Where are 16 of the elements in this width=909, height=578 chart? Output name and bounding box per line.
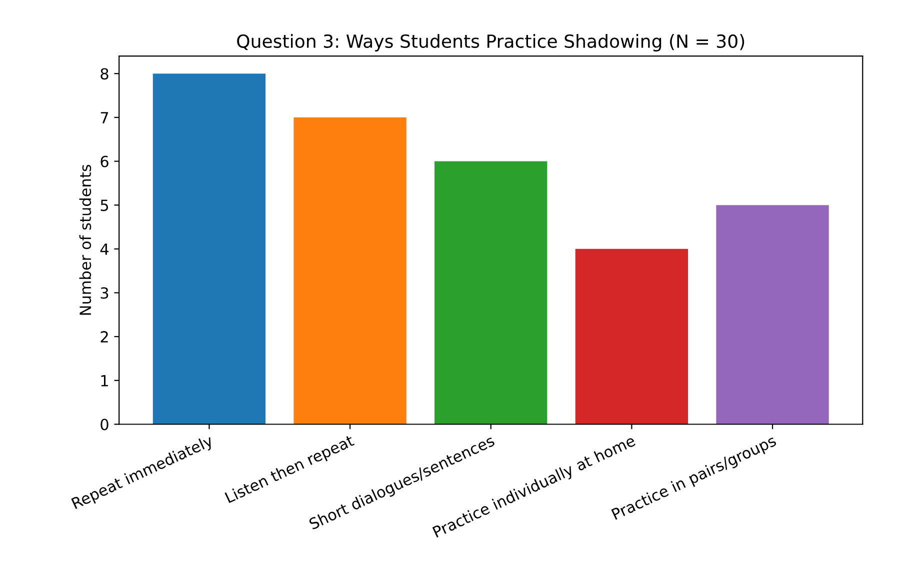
y-tick-label: 6 [100, 156, 108, 168]
y-axis-title: Number of students [79, 164, 92, 315]
y-tick-label: 8 [100, 68, 108, 80]
bar [152, 74, 266, 424]
chart-title: Question 3: Ways Students Practice Shadowing (N = 30) [237, 34, 744, 52]
y-tick-label: 3 [100, 287, 108, 299]
y-tick-label: 7 [100, 112, 108, 124]
bar [294, 117, 406, 424]
y-tick-label: 5 [100, 200, 108, 212]
y-tick-label: 0 [100, 418, 108, 430]
bar [575, 248, 688, 424]
y-tick-label: 4 [100, 244, 108, 255]
bar [716, 205, 829, 424]
y-tick-label: 1 [101, 375, 108, 386]
bar [434, 161, 548, 424]
y-tick-label: 2 [100, 331, 108, 342]
